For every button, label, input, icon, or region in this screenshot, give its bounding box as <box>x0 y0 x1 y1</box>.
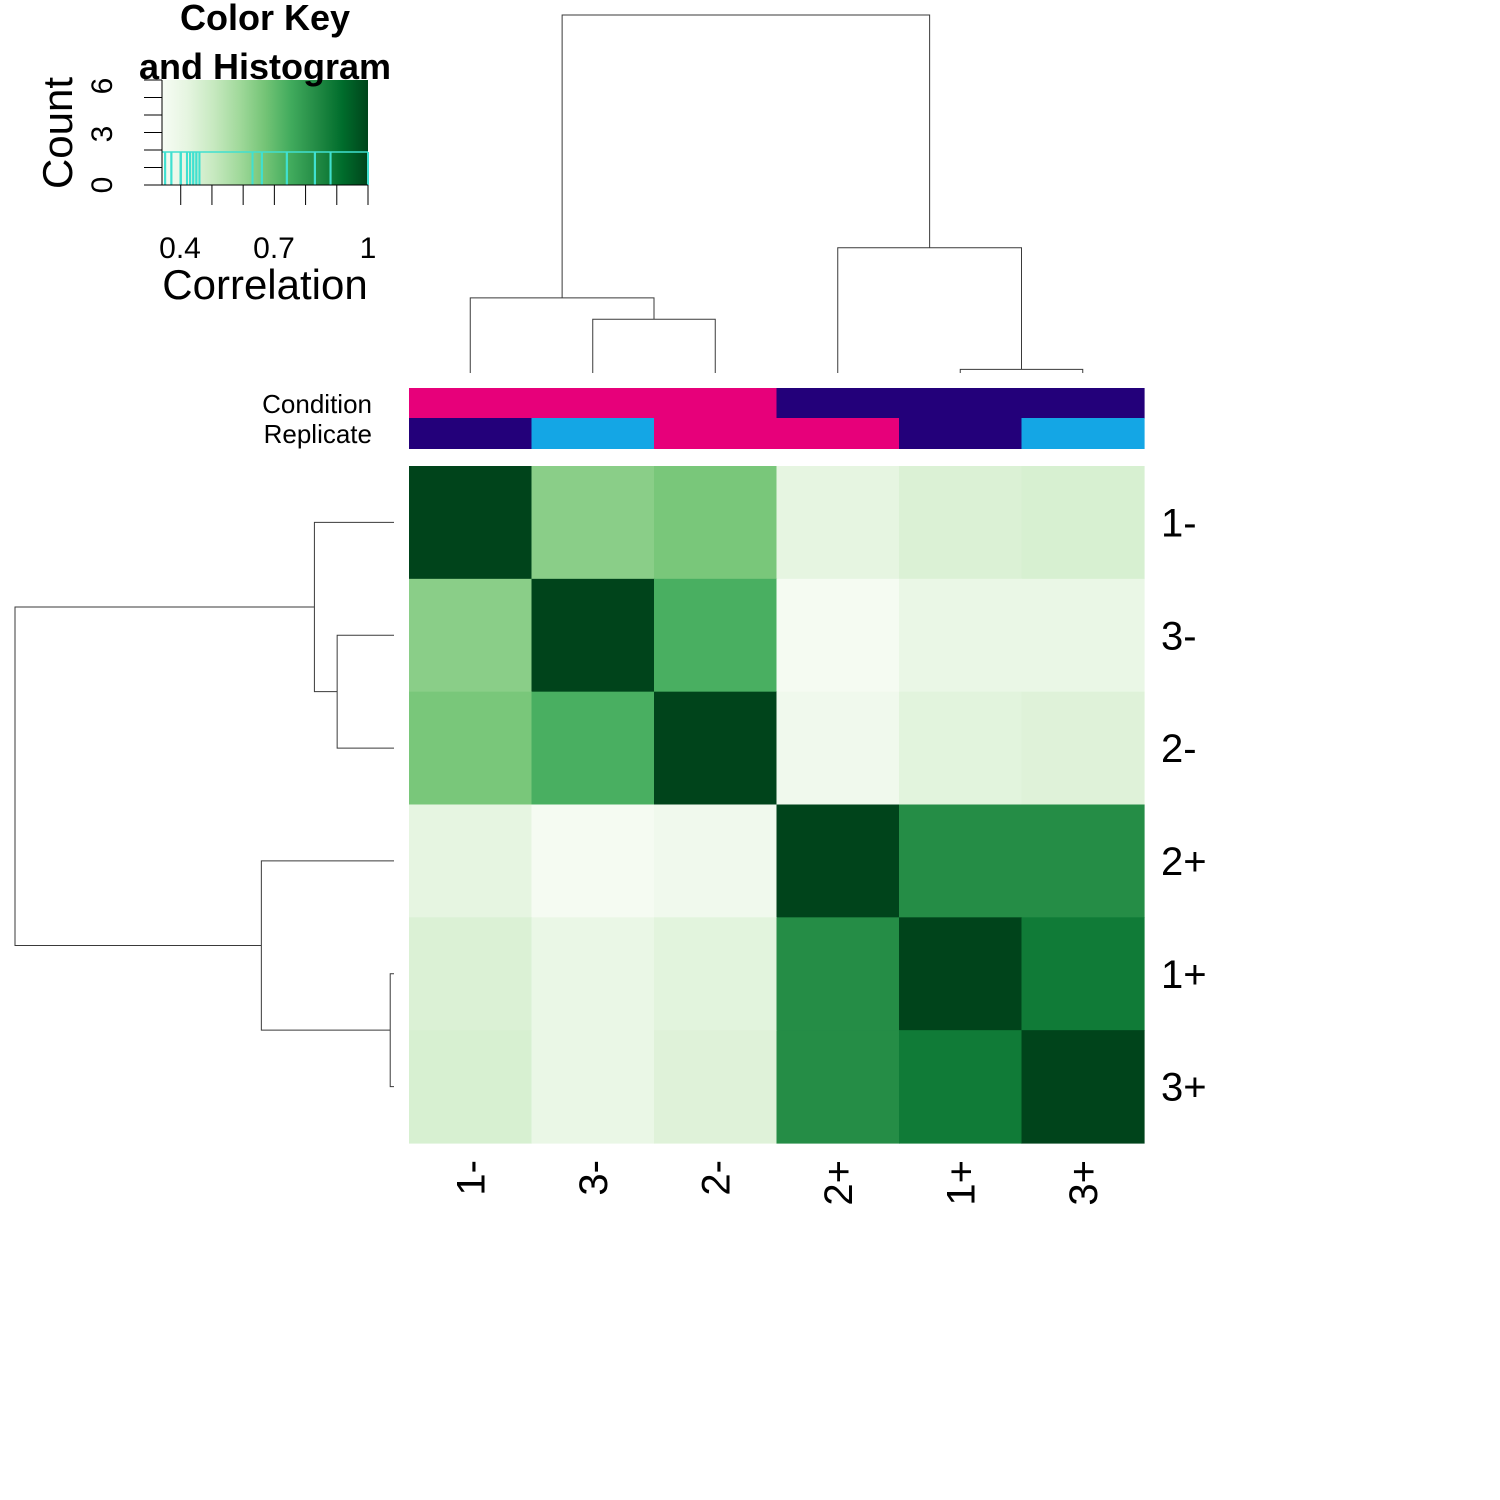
color-key-title-line1: Color Key <box>180 0 350 38</box>
column-label-5: 3+ <box>1062 1160 1106 1206</box>
heatmap-cell-3-1 <box>531 804 655 918</box>
color-key-ylabel: Count <box>34 77 81 189</box>
color-key-axes <box>144 79 369 205</box>
heatmap-cell-5-2 <box>654 1030 778 1144</box>
heatmap-cell-3-5 <box>1021 804 1145 918</box>
heatmap-cell-5-3 <box>776 1030 900 1144</box>
annotation-label-condition: Condition <box>262 389 372 419</box>
color-key-title-line2: and Histogram <box>139 46 391 87</box>
row-dendrogram <box>14 521 394 1088</box>
row-labels: 1- 3- 2- 2+ 1+ 3+ <box>1161 501 1207 1109</box>
condition-bar-3 <box>776 388 900 419</box>
row-dendrogram-branch-R <box>14 606 315 947</box>
column-label-1: 3- <box>572 1160 616 1196</box>
color-key: Color Key and Histogram 0.4 0.7 1 Correl… <box>34 0 391 308</box>
row-dendrogram-branch-A <box>389 973 394 1088</box>
color-key-y-tick-2: 6 <box>86 78 119 95</box>
column-dendrogram-branch-B <box>592 318 716 373</box>
heatmap-cell-1-4 <box>899 578 1023 693</box>
column-dendrogram-branch-C <box>469 297 655 373</box>
replicate-bar-2 <box>654 418 778 449</box>
heatmap-cell-4-1 <box>531 917 655 1031</box>
heatmap-cell-2-4 <box>899 691 1023 806</box>
heatmap-cell-1-0 <box>409 578 533 693</box>
heatmap-cell-0-0 <box>409 466 533 580</box>
row-label-1: 3- <box>1161 614 1197 658</box>
heatmap-cell-0-1 <box>531 466 655 580</box>
color-key-xlabel: Correlation <box>162 261 367 308</box>
heatmap-cell-1-3 <box>776 578 900 693</box>
heatmap-cell-2-5 <box>1021 691 1145 806</box>
column-label-0: 1- <box>449 1160 493 1196</box>
heatmap-cell-1-5 <box>1021 578 1145 693</box>
row-label-2: 2- <box>1161 727 1197 771</box>
replicate-bar-5 <box>1021 418 1145 449</box>
column-dendrogram-branch-R <box>561 14 931 298</box>
heatmap-cell-5-1 <box>531 1030 655 1144</box>
heatmap-cell-5-4 <box>899 1030 1023 1144</box>
heatmap-cells <box>409 466 1145 1144</box>
replicate-bar-0 <box>409 418 533 449</box>
column-label-3: 2+ <box>817 1160 861 1206</box>
row-label-5: 3+ <box>1161 1066 1207 1110</box>
heatmap-cell-2-1 <box>531 691 655 806</box>
color-key-x-tick-1: 0.7 <box>253 232 295 265</box>
heatmap-cell-4-5 <box>1021 917 1145 1031</box>
heatmap-cell-4-2 <box>654 917 778 1031</box>
condition-bar-0 <box>409 388 533 419</box>
color-key-y-tick-1: 3 <box>86 126 119 143</box>
column-label-2: 2- <box>694 1160 738 1196</box>
condition-bar-1 <box>531 388 655 419</box>
color-key-x-tick-2: 1 <box>360 232 377 265</box>
column-label-4: 1+ <box>939 1160 983 1206</box>
color-key-histogram <box>162 151 369 185</box>
heatmap-cell-1-2 <box>654 578 778 693</box>
replicate-bar-4 <box>899 418 1023 449</box>
column-dendrogram-branch-A <box>959 368 1084 373</box>
column-dendrogram <box>469 14 1084 373</box>
annotation-bars <box>409 388 1145 449</box>
condition-bar-4 <box>899 388 1023 419</box>
row-label-0: 1- <box>1161 501 1197 545</box>
heatmap-cell-1-1 <box>531 578 655 693</box>
heatmap-cell-0-4 <box>899 466 1023 580</box>
column-dendrogram-branch-D <box>837 247 1022 373</box>
row-dendrogram-branch-B <box>336 634 394 749</box>
heatmap-cell-5-5 <box>1021 1030 1145 1144</box>
replicate-bar-3 <box>776 418 900 449</box>
color-key-x-tick-0: 0.4 <box>159 232 201 265</box>
condition-bar-2 <box>654 388 778 419</box>
row-label-3: 2+ <box>1161 840 1207 884</box>
column-labels: 1- 3- 2- 2+ 1+ 3+ <box>449 1160 1106 1206</box>
heatmap-cell-3-0 <box>409 804 533 918</box>
heatmap-cell-4-0 <box>409 917 533 1031</box>
annotation-label-replicate: Replicate <box>264 419 372 449</box>
condition-bar-5 <box>1021 388 1145 419</box>
heatmap-cell-0-5 <box>1021 466 1145 580</box>
row-label-4: 1+ <box>1161 953 1207 997</box>
heatmap-cell-0-3 <box>776 466 900 580</box>
heatmap-cell-2-2 <box>654 691 778 806</box>
row-dendrogram-branch-D <box>260 860 394 1031</box>
heatmap-cell-4-4 <box>899 917 1023 1031</box>
color-key-y-tick-0: 0 <box>86 177 119 194</box>
row-dendrogram-branch-C <box>313 521 394 693</box>
heatmap-cell-4-3 <box>776 917 900 1031</box>
heatmap-cell-3-2 <box>654 804 778 918</box>
heatmap-cell-5-0 <box>409 1030 533 1144</box>
heatmap-cell-3-4 <box>899 804 1023 918</box>
heatmap-cell-0-2 <box>654 466 778 580</box>
heatmap-cell-2-3 <box>776 691 900 806</box>
replicate-bar-1 <box>531 418 655 449</box>
heatmap-cell-3-3 <box>776 804 900 918</box>
heatmap-cell-2-0 <box>409 691 533 806</box>
